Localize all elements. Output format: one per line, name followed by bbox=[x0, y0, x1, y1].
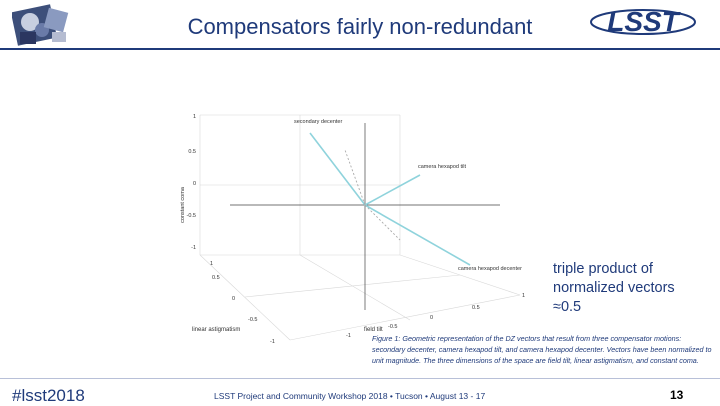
y-tick: 1 bbox=[522, 293, 525, 299]
z-tick: -0.5 bbox=[187, 213, 196, 219]
z-tick: 1 bbox=[193, 114, 196, 120]
vector-camera-hexapod-decenter bbox=[364, 204, 471, 266]
z-tick: 0 bbox=[193, 181, 196, 187]
triple-product-note: triple product of normalized vectors ≈0.… bbox=[553, 261, 675, 315]
page-number: 13 bbox=[670, 388, 684, 402]
x-tick: -1 bbox=[270, 339, 275, 345]
x-tick: 0.5 bbox=[212, 275, 220, 281]
lsst-collage-logo bbox=[12, 4, 69, 46]
vector-label-camera-hexapod-decenter: camera hexapod decenter bbox=[458, 266, 522, 272]
x-tick: -0.5 bbox=[248, 317, 257, 323]
x-tick: 1 bbox=[210, 261, 213, 267]
y-tick: 0.5 bbox=[472, 305, 480, 311]
vector-label-camera-hexapod-tilt: camera hexapod tilt bbox=[418, 164, 466, 170]
z-axis-label: constant coma bbox=[180, 186, 186, 223]
vector-3d-plot: secondary decenter camera hexapod tilt c… bbox=[180, 114, 525, 345]
z-tick: -1 bbox=[191, 245, 196, 251]
footer-divider bbox=[0, 378, 720, 379]
workshop-footer: LSST Project and Community Workshop 2018… bbox=[214, 391, 486, 401]
y-tick: 0 bbox=[430, 315, 433, 321]
caption-text: Geometric representation of the DZ vecto… bbox=[372, 334, 712, 365]
hashtag: #lsst2018 bbox=[12, 386, 85, 405]
slide-title: Compensators fairly non-redundant bbox=[187, 14, 533, 39]
z-tick: 0.5 bbox=[188, 149, 196, 155]
x-axis-label: linear astigmatism bbox=[192, 327, 240, 333]
y-tick: -1 bbox=[346, 333, 351, 339]
vector-label-secondary-decenter: secondary decenter bbox=[294, 119, 342, 125]
y-tick: -0.5 bbox=[388, 324, 397, 330]
lsst-logo-text: LSST bbox=[607, 6, 681, 37]
figure-caption: Figure 1: Geometric representation of th… bbox=[372, 333, 712, 366]
lsst-logo: LSST bbox=[590, 6, 696, 37]
title-divider bbox=[0, 48, 720, 50]
x-tick: 0 bbox=[232, 296, 235, 302]
caption-label: Figure 1: bbox=[372, 334, 401, 343]
y-axis-label: field tilt bbox=[364, 327, 383, 333]
vector-secondary-decenter bbox=[309, 132, 366, 206]
vector-camera-hexapod-tilt bbox=[364, 174, 421, 206]
